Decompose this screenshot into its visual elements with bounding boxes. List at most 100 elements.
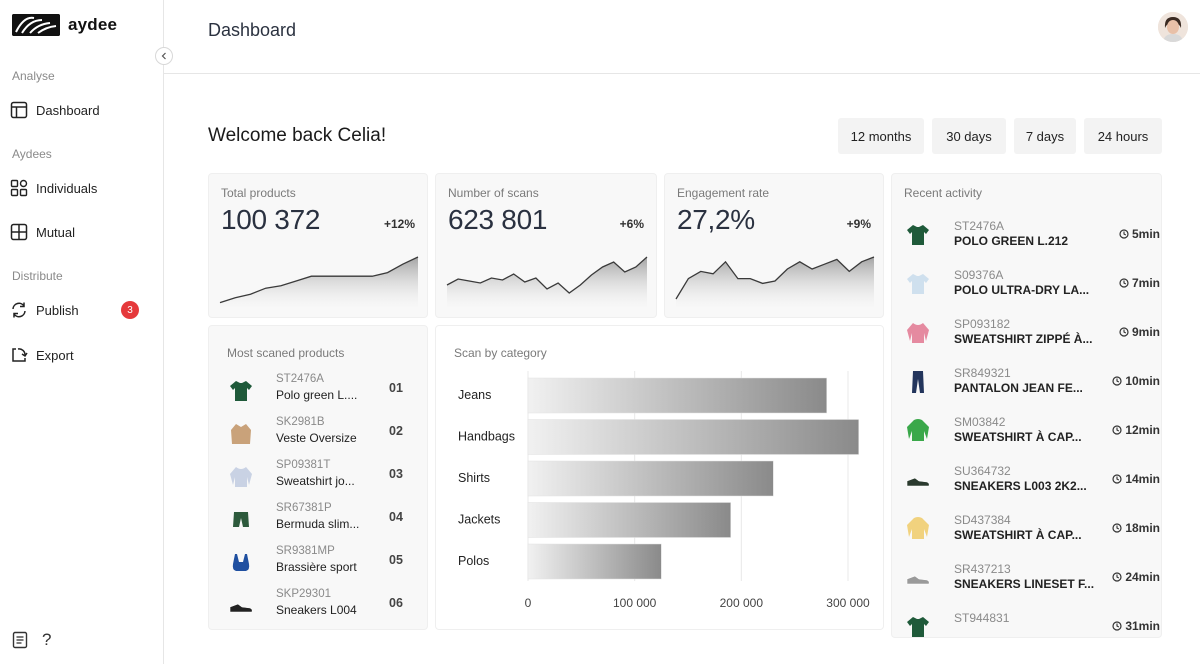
collapse-sidebar-button[interactable]	[155, 47, 173, 65]
avatar[interactable]	[1158, 12, 1188, 42]
activity-time: 10min	[1112, 374, 1160, 388]
app-name: aydee	[68, 15, 118, 34]
x-tick-label: 0	[525, 596, 532, 610]
sidebar-item-dashboard[interactable]: Dashboard	[10, 96, 154, 124]
category-label: Handbags	[458, 430, 515, 444]
logo[interactable]: aydee	[12, 14, 117, 36]
kpi-card-number-of-scans: Number of scans 623 801 +6%	[435, 173, 657, 318]
welcome-heading: Welcome back Celia!	[208, 125, 387, 146]
clock-icon	[1112, 621, 1122, 631]
product-rank: 01	[389, 381, 403, 395]
activity-row[interactable]: SD437384 SWEATSHIRT À CAP... 18min	[904, 508, 1160, 552]
refresh-icon	[12, 302, 26, 318]
kpi-delta: +9%	[846, 217, 871, 231]
list-item[interactable]: SR9381MP Brassière sport 05	[227, 543, 412, 583]
sidebar-item-label: Publish	[36, 302, 79, 318]
kpi-card-engagement-rate: Engagement rate 27,2% +9%	[664, 173, 884, 318]
activity-name: PANTALON JEAN FE...	[954, 381, 1083, 395]
activity-row[interactable]: SR849321 PANTALON JEAN FE... 10min	[904, 361, 1160, 405]
most-scanned-card: Most scaned products ST2476A Polo green L…	[208, 325, 428, 630]
sidebar-item-publish[interactable]: Publish 3	[10, 296, 154, 324]
hoodie-icon	[907, 517, 929, 539]
x-tick-label: 100 000	[613, 596, 657, 610]
activity-row[interactable]: SR437213 SNEAKERS LINESET F... 24min	[904, 557, 1160, 601]
sidebar-item-label: Dashboard	[36, 102, 100, 118]
product-name: Brassière sport	[276, 560, 357, 574]
help-icon[interactable]: ?	[42, 630, 52, 649]
bra-icon	[232, 554, 250, 571]
activity-time: 12min	[1112, 423, 1160, 437]
product-thumbnail	[227, 420, 255, 448]
bar-handbags[interactable]	[527, 419, 859, 455]
activity-code: SR437213	[954, 562, 1011, 576]
scan-by-category-card: Scan by category 0 100 000 200 000 300 000 J…	[435, 325, 884, 630]
sidebar-item-export[interactable]: Export	[10, 341, 154, 369]
activity-row[interactable]: SP093182 SWEATSHIRT ZIPPÉ À... 9min	[904, 312, 1160, 356]
activity-row[interactable]: ST944831 31min	[904, 606, 1160, 637]
category-label: Shirts	[458, 471, 490, 485]
sparkline-area	[220, 257, 418, 309]
sneaker-icon	[229, 603, 253, 613]
product-thumbnail	[227, 506, 255, 534]
bar-jackets[interactable]	[527, 502, 731, 538]
polo-icon	[230, 381, 252, 401]
range-24-hours-button[interactable]: 24 hours	[1084, 118, 1162, 154]
sidebar-item-mutual[interactable]: Mutual	[10, 218, 154, 246]
list-item[interactable]: SR67381P Bermuda slim... 04	[227, 500, 412, 540]
product-rank: 04	[389, 510, 403, 524]
activity-time-value: 18min	[1125, 521, 1160, 535]
category-label: Jeans	[458, 388, 491, 402]
range-30-days-button[interactable]: 30 days	[932, 118, 1006, 154]
chevron-left-icon	[161, 52, 166, 60]
product-code: SP09381T	[276, 459, 331, 471]
product-thumbnail	[904, 220, 932, 250]
activity-time-value: 7min	[1131, 276, 1160, 290]
sidebar-item-individuals[interactable]: Individuals	[10, 174, 154, 202]
activity-row[interactable]: SM03842 SWEATSHIRT À CAP... 12min	[904, 410, 1160, 454]
product-name: Bermuda slim...	[276, 517, 360, 531]
x-tick-label: 200 000	[720, 596, 764, 610]
hoodie-icon	[907, 419, 929, 441]
polo-icon	[907, 225, 929, 245]
range-7-days-button[interactable]: 7 days	[1014, 118, 1076, 154]
product-name: Veste Oversize	[276, 431, 357, 445]
product-thumbnail	[227, 592, 255, 620]
activity-time-value: 12min	[1125, 423, 1160, 437]
activity-name: POLO GREEN L.212	[954, 234, 1069, 248]
product-rank: 05	[389, 553, 403, 567]
sneaker-icon	[906, 575, 930, 585]
kpi-value: 100 372	[221, 204, 321, 235]
product-code: SK2981B	[276, 416, 325, 428]
kpi-delta: +12%	[383, 217, 415, 231]
list-item[interactable]: SP09381T Sweatshirt jo... 03	[227, 457, 412, 497]
section-label-distribute: Distribute	[12, 269, 63, 283]
list-item[interactable]: SK2981B Veste Oversize 02	[227, 414, 412, 454]
product-code: ST2476A	[276, 373, 324, 385]
section-label-analyse: Analyse	[12, 69, 55, 83]
list-item[interactable]: ST2476A Polo green L.... 01	[227, 371, 412, 411]
range-12-months-button[interactable]: 12 months	[838, 118, 924, 154]
recent-activity-card: Recent activity ST2476A POLO GREEN L.212 5…	[891, 173, 1162, 638]
bar-jeans[interactable]	[527, 377, 827, 414]
activity-code: S09376A	[954, 268, 1004, 282]
card-title: Scan by category	[454, 346, 547, 360]
activity-row[interactable]: ST2476A POLO GREEN L.212 5min	[904, 214, 1160, 258]
product-thumbnail	[904, 416, 932, 446]
document-icon[interactable]	[12, 631, 28, 649]
category-label: Polos	[458, 554, 489, 568]
activity-code: SU364732	[954, 464, 1011, 478]
activity-time: 5min	[1119, 227, 1160, 241]
kpi-delta: +6%	[619, 217, 644, 231]
activity-name: SWEATSHIRT À CAP...	[954, 528, 1082, 542]
activity-row[interactable]: S09376A POLO ULTRA-DRY LA... 7min	[904, 263, 1160, 307]
clock-icon	[1112, 523, 1122, 533]
product-thumbnail	[904, 514, 932, 544]
activity-code: SD437384	[954, 513, 1011, 527]
activity-row[interactable]: SU364732 SNEAKERS L003 2K2... 14min	[904, 459, 1160, 503]
list-item[interactable]: SKP29301 Sneakers L004 06	[227, 586, 412, 626]
bar-polos[interactable]	[527, 543, 662, 580]
sweatshirt-icon	[907, 323, 929, 343]
grid-icon	[10, 179, 28, 197]
bar-shirts[interactable]	[527, 460, 774, 497]
activity-name: SWEATSHIRT À CAP...	[954, 430, 1082, 444]
